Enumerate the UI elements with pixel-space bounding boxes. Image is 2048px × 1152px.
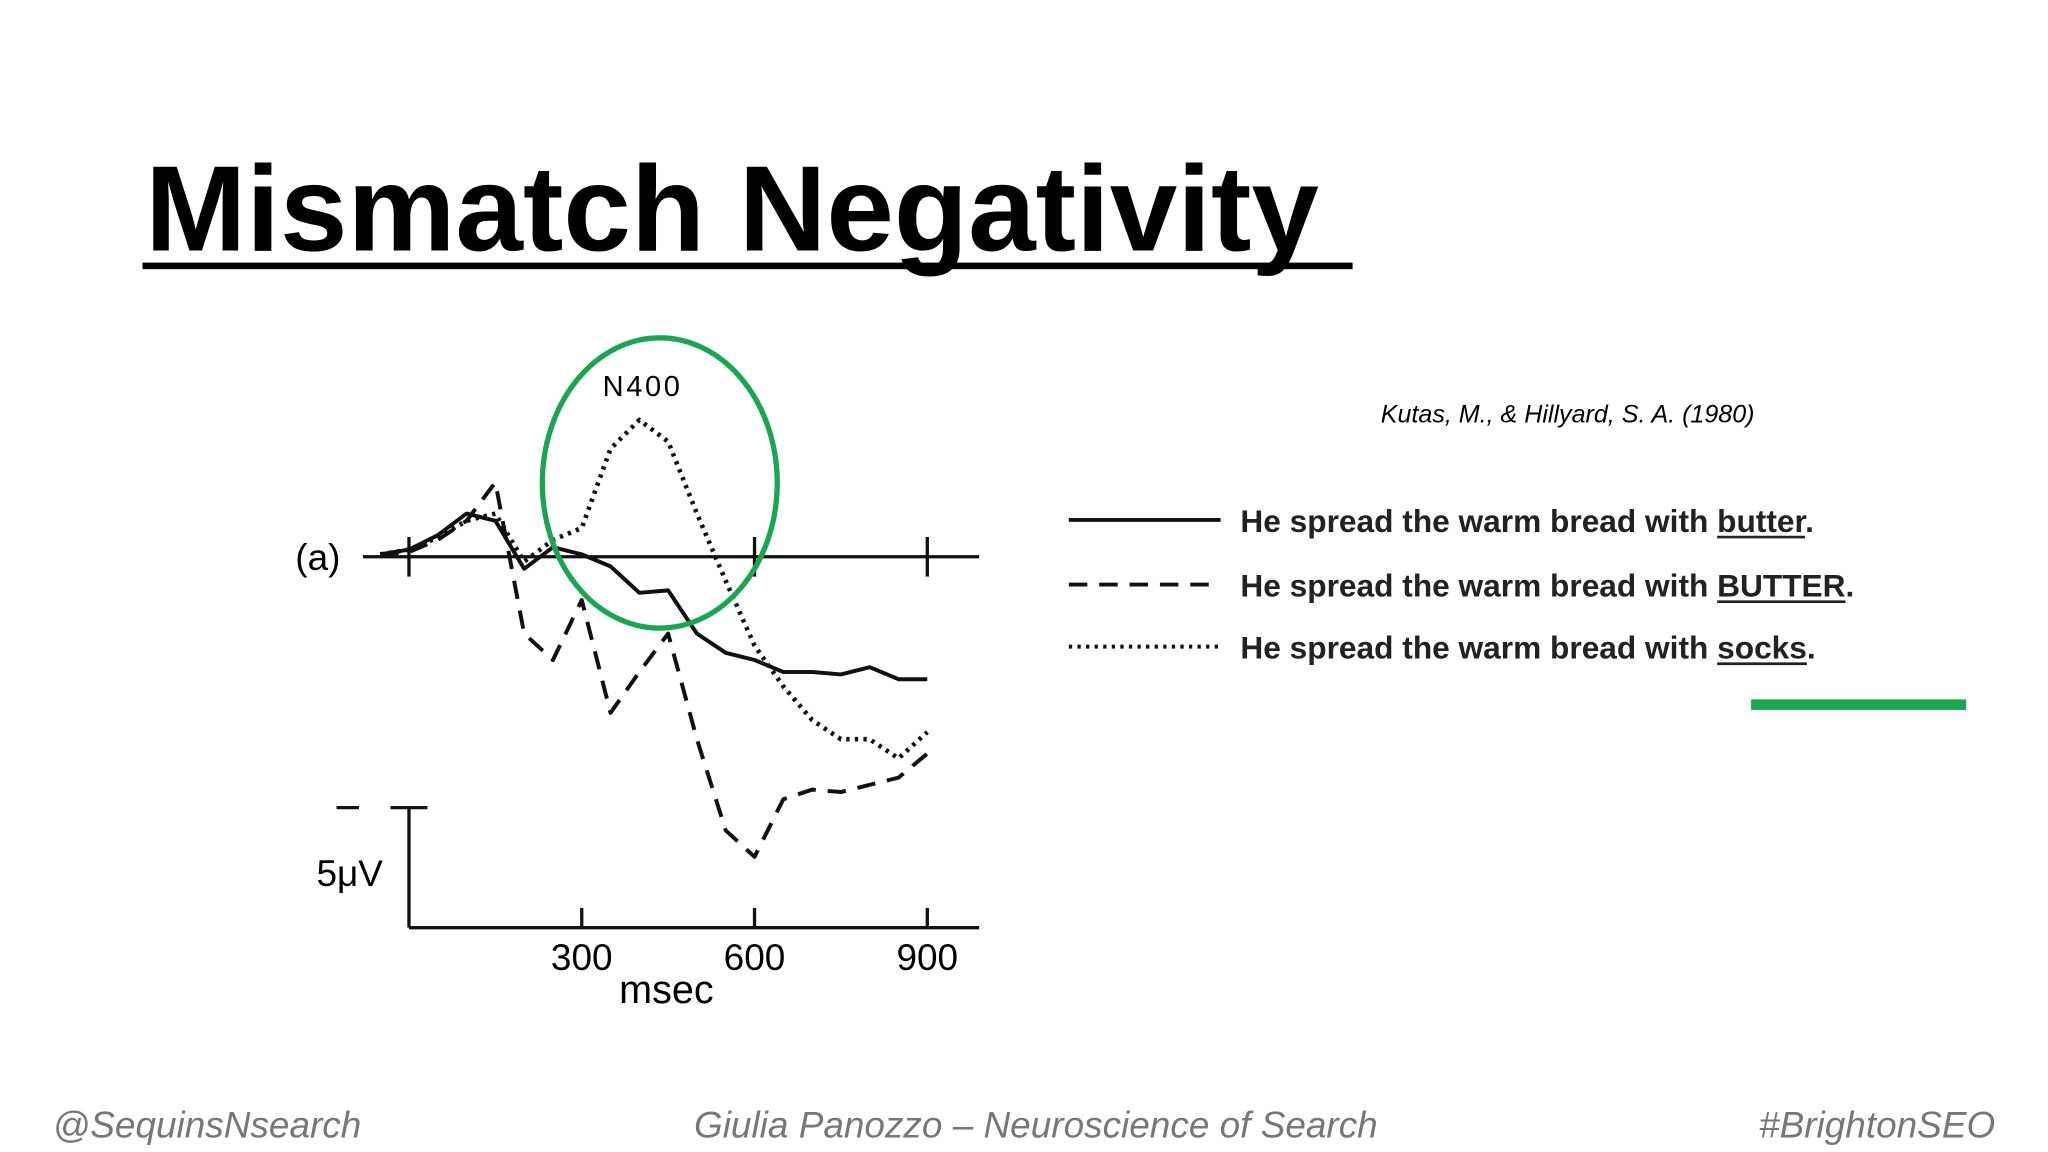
legend-label: He spread the warm bread with butter. — [1240, 503, 1813, 539]
title-underline — [142, 262, 1353, 270]
x-tick-label: 900 — [896, 937, 958, 978]
title: Mismatch Negativity — [145, 141, 1319, 277]
n400-circle — [539, 335, 780, 631]
x-tick-label: 600 — [724, 937, 786, 978]
citation: Kutas, M., & Hillyard, S. A. (1980) — [1381, 400, 1755, 428]
scale-bar-label: 5μV — [316, 853, 383, 894]
legend-label: He spread the warm bread with socks. — [1240, 629, 1815, 665]
n400-label: N400 — [603, 371, 683, 403]
footer-right: #BrightonSEO — [1759, 1104, 1995, 1145]
footer-left: @SequinsNsearch — [53, 1104, 362, 1145]
x-axis-label: msec — [619, 968, 714, 1012]
highlight-bar — [1751, 699, 1967, 710]
legend-label: He spread the warm bread with BUTTER. — [1240, 567, 1854, 603]
x-tick-label: 300 — [551, 937, 613, 978]
series-line — [379, 480, 929, 859]
series-line — [379, 417, 929, 761]
footer-center: Giulia Panozzo – Neuroscience of Search — [694, 1104, 1378, 1145]
panel-label: (a) — [295, 537, 340, 578]
